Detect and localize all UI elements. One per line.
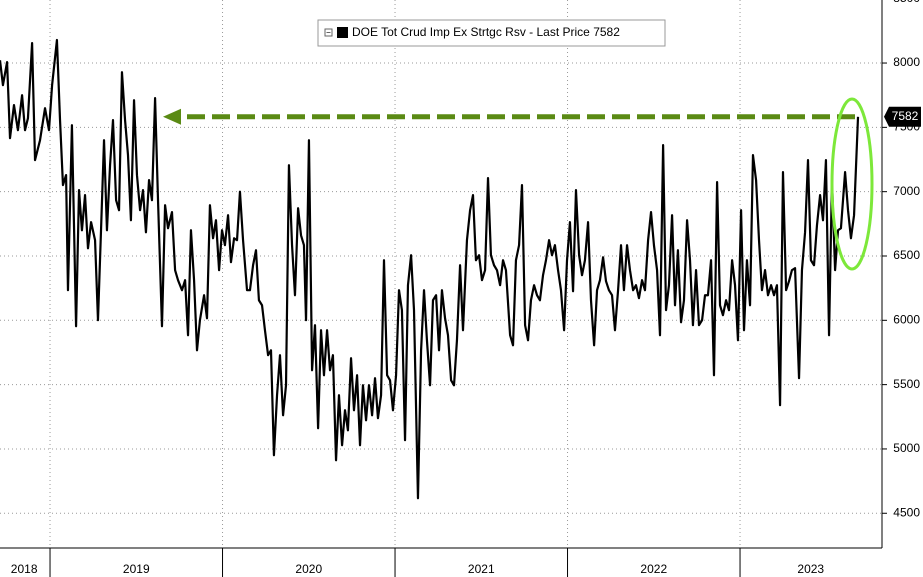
last-price-tag [884,106,921,127]
y-tick-label: 8000 [893,55,920,69]
highlight-ellipse [830,97,874,271]
legend-series-name: DOE Tot Crud Imp Ex Strtgc Rsv [352,25,526,39]
y-tick-label: 4500 [893,505,920,519]
last-price-label: 7582 [892,109,919,123]
y-tick-label: 8500 [893,0,920,5]
legend-last-price: 7582 [593,25,620,39]
y-tick-label: 6500 [893,248,920,262]
legend-label: - Last Price [529,25,590,39]
y-tick-label: 6000 [893,312,920,326]
legend: DOE Tot Crud Imp Ex Strtgc Rsv - Last Pr… [317,19,666,47]
x-tick-label: 2023 [797,562,824,576]
annotation-arrowhead [163,108,181,125]
x-tick-label: 2021 [468,562,495,576]
y-tick-label: 7000 [893,184,920,198]
legend-text: DOE Tot Crud Imp Ex Strtgc Rsv - Last Pr… [352,25,620,39]
data-line [0,38,860,500]
y-tick-label: 5000 [893,441,920,455]
y-tick-label: 5500 [893,377,920,391]
x-tick-label: 2019 [123,562,150,576]
x-tick-label: 2020 [295,562,322,576]
x-tick-label: 2018 [11,562,38,576]
x-tick-label: 2022 [640,562,667,576]
legend-box [317,19,666,47]
legend-swatch [337,27,348,38]
